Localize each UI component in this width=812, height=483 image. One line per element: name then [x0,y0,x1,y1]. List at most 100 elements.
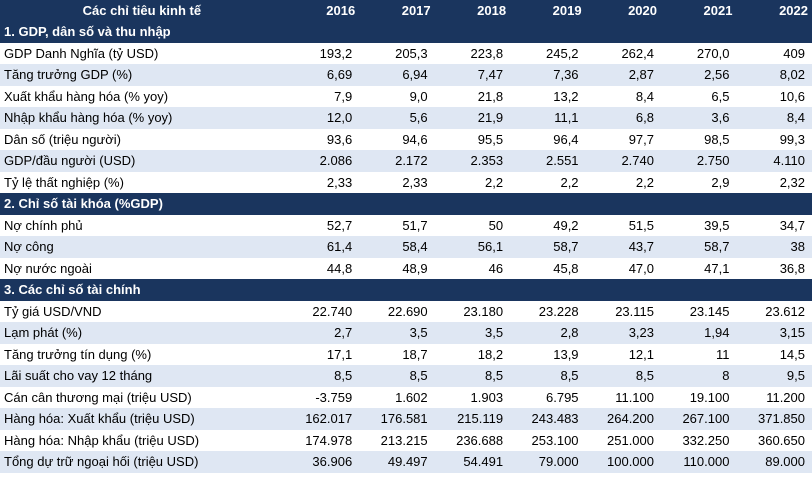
row-value: 50 [434,214,511,236]
row-value: 9,0 [359,85,435,107]
row-value: 360.650 [736,429,812,451]
row-label: Tỷ lệ thất nghiệp (%) [0,171,284,193]
row-value: 205,3 [359,42,435,64]
row-value: 99,3 [736,128,812,150]
row-value: 13,9 [510,343,586,365]
row-value: 22.740 [283,300,360,322]
section-header-row: 2. Chỉ số tài khóa (%GDP) [0,193,812,215]
row-label: Xuất khẩu hàng hóa (% yoy) [0,85,284,107]
row-value: 2,87 [585,64,661,86]
table-row: Nợ công 61,4 58,4 56,1 58,7 43,7 58,7 38 [0,236,812,258]
table-row: Hàng hóa: Xuất khẩu (triệu USD) 162.017 17… [0,408,812,430]
row-value: 21,8 [434,85,511,107]
row-value: 332.250 [661,429,737,451]
table-row: Cán cân thương mại (triệu USD) -3.759 1.60… [0,386,812,408]
table-row: Tổng dự trữ ngoại hối (triệu USD) 36.906 4… [0,451,812,473]
section-header-row: 1. GDP, dân số và thu nhập [0,21,812,43]
row-value: 2,56 [661,64,737,86]
row-label: GDP/đầu người (USD) [0,150,284,172]
row-value: 8,5 [434,365,511,387]
table-row: Nợ chính phủ 52,7 51,7 50 49,2 51,5 39,5 34,7 [0,214,812,236]
row-value: 409 [736,42,812,64]
row-value: 1.903 [434,386,511,408]
row-value: 2,2 [510,171,586,193]
row-value: 49,2 [510,214,586,236]
row-value: 34,7 [736,214,812,236]
row-label: Tỷ giá USD/VND [0,300,284,322]
row-value: 58,4 [359,236,435,258]
row-value: 7,36 [510,64,586,86]
row-label: GDP Danh Nghĩa (tỷ USD) [0,42,284,64]
table-row: Nhập khẩu hàng hóa (% yoy) 12,0 5,6 21,9 11,… [0,107,812,129]
row-value: 47,1 [661,257,737,279]
row-label: Tăng trưởng GDP (%) [0,64,284,86]
row-value: 98,5 [661,128,737,150]
row-value: 3,5 [434,322,511,344]
row-value: 9,5 [736,365,812,387]
row-value: 61,4 [283,236,360,258]
row-label: Lãi suất cho vay 12 tháng [0,365,284,387]
table-row: Lãi suất cho vay 12 tháng 8,5 8,5 8,5 8,5 8,5… [0,365,812,387]
section-header-row: 3. Các chỉ số tài chính [0,279,812,301]
row-value: 52,7 [283,214,360,236]
row-value: 12,1 [585,343,661,365]
row-value: 2.740 [585,150,661,172]
row-value: 23.145 [661,300,737,322]
table-row: Tăng trưởng tín dụng (%) 17,1 18,7 18,2 13,9… [0,343,812,365]
header-year: 2019 [510,0,586,21]
row-value: 17,1 [283,343,360,365]
row-label: Hàng hóa: Xuất khẩu (triệu USD) [0,408,284,430]
row-value: 23.228 [510,300,586,322]
row-value: 270,0 [661,42,737,64]
row-value: 3,5 [359,322,435,344]
row-value: 193,2 [283,42,360,64]
row-value: 18,2 [434,343,511,365]
row-value: 14,5 [736,343,812,365]
row-value: 7,47 [434,64,511,86]
row-value: 3,15 [736,322,812,344]
row-value: 236.688 [434,429,511,451]
row-value: 22.690 [359,300,435,322]
row-value: 2,32 [736,171,812,193]
row-value: 8,4 [736,107,812,129]
row-value: 100.000 [585,451,661,473]
row-label: Nợ công [0,236,284,258]
row-value: 49.497 [359,451,435,473]
row-value: 1,94 [661,322,737,344]
row-value: 54.491 [434,451,511,473]
row-value: 5,6 [359,107,435,129]
row-value: 223,8 [434,42,511,64]
row-value: 174.978 [283,429,360,451]
row-value: 96,4 [510,128,586,150]
row-value: 58,7 [510,236,586,258]
row-value: 93,6 [283,128,360,150]
row-value: 11,1 [510,107,586,129]
row-value: 213.215 [359,429,435,451]
row-label: Nợ nước ngoài [0,257,284,279]
section-title: 1. GDP, dân số và thu nhập [0,21,812,43]
row-value: 2,2 [585,171,661,193]
row-value: 8,5 [585,365,661,387]
row-value: 8 [661,365,737,387]
row-value: 2.172 [359,150,435,172]
row-value: 267.100 [661,408,737,430]
row-value: 110.000 [661,451,737,473]
row-value: 51,5 [585,214,661,236]
row-value: 36,8 [736,257,812,279]
row-value: 2.086 [283,150,360,172]
row-value: 2.353 [434,150,511,172]
row-value: 262,4 [585,42,661,64]
row-value: 23.612 [736,300,812,322]
row-value: 39,5 [661,214,737,236]
row-value: 13,2 [510,85,586,107]
row-label: Cán cân thương mại (triệu USD) [0,386,284,408]
row-value: 215.119 [434,408,511,430]
row-value: 6,94 [359,64,435,86]
table-row: GDP Danh Nghĩa (tỷ USD) 193,2 205,3 223,8 24… [0,42,812,64]
row-value: 12,0 [283,107,360,129]
row-value: 11 [661,343,737,365]
table-row: Tỷ giá USD/VND 22.740 22.690 23.180 23.228 23… [0,300,812,322]
row-value: 2,33 [283,171,360,193]
row-value: 47,0 [585,257,661,279]
header-year: 2021 [661,0,737,21]
